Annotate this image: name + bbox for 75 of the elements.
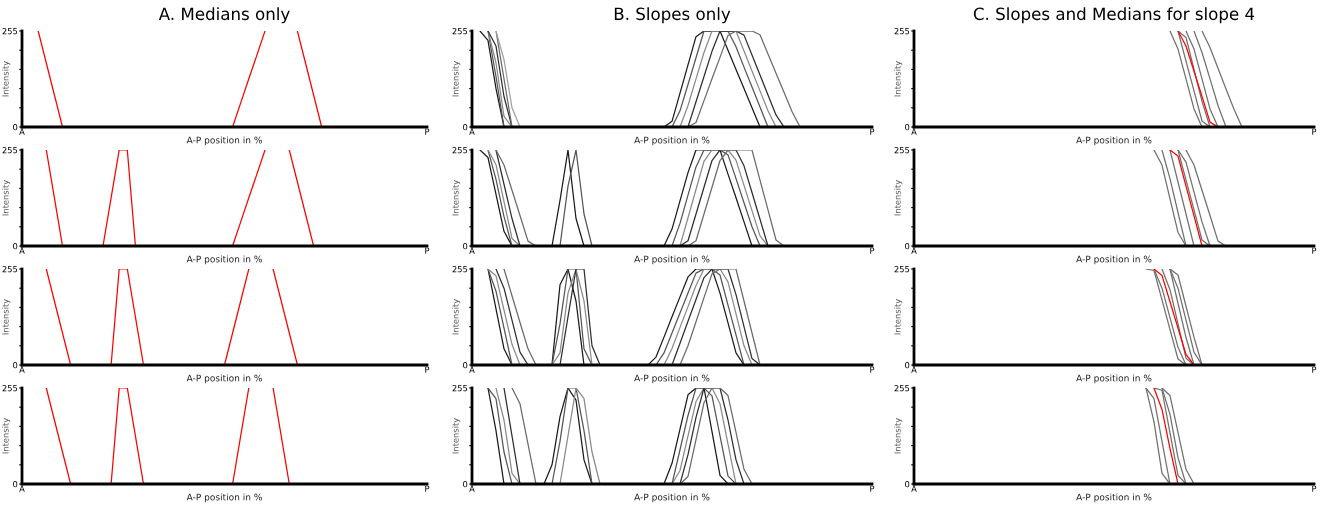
y-tick-label: 0 [13, 361, 18, 369]
y-axis-title: Intensity [2, 299, 11, 335]
x-tick-label: P [870, 366, 875, 373]
x-tick-label: P [870, 485, 875, 492]
x-axis-title: A-P position in % [634, 255, 710, 265]
y-axis-title: Intensity [452, 299, 461, 335]
y-tick-label: 255 [2, 27, 18, 35]
x-tick-label: A [19, 366, 25, 373]
y-axis-title: Intensity [2, 61, 11, 97]
x-tick-label: A [911, 366, 917, 373]
y-axis-title: Intensity [452, 418, 461, 454]
y-tick-label: 255 [2, 146, 18, 154]
x-axis-title: A-P position in % [186, 255, 262, 265]
x-axis-title: A-P position in % [186, 493, 262, 503]
y-tick-label: 255 [894, 384, 910, 392]
y-axis-title: Intensity [2, 418, 11, 454]
x-axis-title: A-P position in % [1076, 493, 1152, 503]
x-tick-label: P [425, 247, 430, 254]
y-tick-label: 255 [452, 27, 468, 35]
x-tick-label: P [1312, 485, 1317, 492]
x-tick-label: P [425, 485, 430, 492]
x-tick-label: P [425, 366, 430, 373]
x-tick-label: A [19, 128, 25, 135]
x-axis-title: A-P position in % [634, 136, 710, 146]
y-tick-label: 0 [463, 361, 468, 369]
y-tick-label: 0 [905, 361, 910, 369]
x-tick-label: A [469, 485, 475, 492]
y-axis-title: Intensity [452, 180, 461, 216]
y-tick-label: 0 [463, 123, 468, 131]
y-axis-title: Intensity [894, 418, 903, 454]
x-tick-label: A [19, 485, 25, 492]
y-axis-title: Intensity [894, 61, 903, 97]
y-tick-label: 0 [13, 242, 18, 250]
x-axis-title: A-P position in % [186, 136, 262, 146]
x-axis-title: A-P position in % [1076, 374, 1152, 384]
x-tick-label: A [911, 485, 917, 492]
x-tick-label: A [19, 247, 25, 254]
y-tick-label: 0 [463, 480, 468, 488]
x-tick-label: P [1312, 247, 1317, 254]
chart-title: B. Slopes only [614, 7, 731, 24]
y-tick-label: 0 [463, 242, 468, 250]
chart-title: C. Slopes and Medians for slope 4 [973, 7, 1255, 24]
x-tick-label: A [469, 128, 475, 135]
x-tick-label: A [911, 128, 917, 135]
y-tick-label: 0 [13, 480, 18, 488]
y-tick-label: 255 [2, 265, 18, 273]
y-tick-label: 255 [894, 146, 910, 154]
y-tick-label: 0 [13, 123, 18, 131]
x-tick-label: P [870, 128, 875, 135]
y-tick-label: 255 [452, 384, 468, 392]
x-axis-title: A-P position in % [1076, 255, 1152, 265]
x-tick-label: A [469, 247, 475, 254]
y-tick-label: 255 [2, 384, 18, 392]
x-axis-title: A-P position in % [634, 493, 710, 503]
x-axis-title: A-P position in % [1076, 136, 1152, 146]
y-axis-title: Intensity [894, 180, 903, 216]
y-tick-label: 255 [894, 27, 910, 35]
y-axis-title: Intensity [894, 299, 903, 335]
chart-title: A. Medians only [158, 7, 290, 24]
y-tick-label: 0 [905, 242, 910, 250]
y-tick-label: 0 [905, 123, 910, 131]
y-tick-label: 255 [894, 265, 910, 273]
x-axis-title: A-P position in % [186, 374, 262, 384]
x-tick-label: P [870, 247, 875, 254]
x-tick-label: P [425, 128, 430, 135]
x-tick-label: A [911, 247, 917, 254]
y-axis-title: Intensity [452, 61, 461, 97]
y-tick-label: 255 [452, 146, 468, 154]
x-tick-label: A [469, 366, 475, 373]
y-tick-label: 255 [452, 265, 468, 273]
y-tick-label: 0 [905, 480, 910, 488]
x-tick-label: P [1312, 366, 1317, 373]
x-tick-label: P [1312, 128, 1317, 135]
y-axis-title: Intensity [2, 180, 11, 216]
x-axis-title: A-P position in % [634, 374, 710, 384]
